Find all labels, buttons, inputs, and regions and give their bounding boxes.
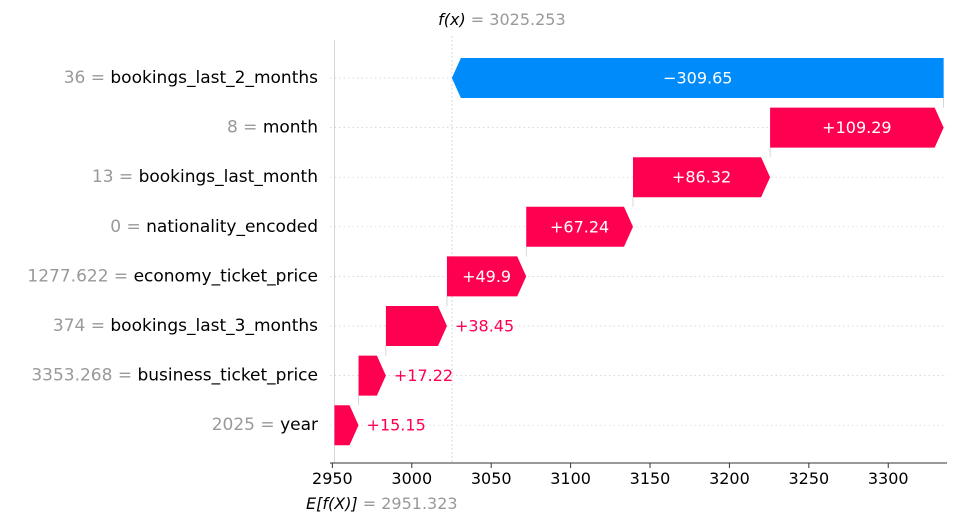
bar-value-label: +67.24: [550, 217, 609, 236]
bar-value-label: +38.45: [455, 317, 514, 336]
feature-name: bookings_last_2_months: [110, 68, 318, 88]
feature-label: 374 = bookings_last_3_months: [53, 316, 318, 336]
feature-value: 13 =: [92, 167, 139, 187]
feature-name: bookings_last_3_months: [110, 316, 318, 336]
feature-label: 1277.622 = economy_ticket_price: [27, 266, 318, 286]
x-axis: 2950 3000 3050 3100 3150 3200 3250 3300: [312, 462, 947, 488]
feature-label: 36 = bookings_last_2_months: [64, 68, 318, 88]
bar: [632, 157, 771, 198]
bar-value-label: +109.29: [822, 118, 891, 137]
feature-labels: 36 = bookings_last_2_months 8 = month 13 =…: [27, 68, 318, 435]
fx-label: f(x): [438, 10, 466, 29]
x-tick-label: 3300: [868, 469, 909, 488]
x-ticks: 2950 3000 3050 3100 3150 3200 3250 3300: [312, 463, 909, 488]
bar-value-label: −309.65: [663, 69, 732, 88]
feature-value: 36 =: [64, 68, 111, 88]
feature-name: nationality_encoded: [146, 217, 318, 237]
x-tick-label: 3000: [391, 469, 432, 488]
bar: [770, 107, 944, 148]
fx-value: 3025.253: [489, 10, 565, 29]
bar-value-label: +49.9: [462, 267, 511, 286]
feature-label: 13 = bookings_last_month: [92, 167, 318, 187]
efx-value: 2951.323: [381, 494, 457, 513]
bar: [451, 58, 944, 98]
efx-annotation: E[f(X)] = 2951.323: [306, 494, 458, 513]
bar: [446, 256, 527, 297]
bar-value-label: +15.15: [367, 416, 426, 435]
feature-label: 3353.268 = business_ticket_price: [31, 366, 318, 386]
feature-value: 3353.268 =: [31, 366, 137, 386]
fx-annotation: f(x) = 3025.253: [438, 10, 566, 29]
feature-name: economy_ticket_price: [134, 266, 318, 286]
bar: [526, 206, 633, 247]
bar: [385, 306, 447, 346]
bar-value-label: +86.32: [672, 168, 731, 187]
x-tick-label: 2950: [312, 469, 353, 488]
feature-label: 8 = month: [227, 118, 318, 138]
feature-value: 0 =: [110, 217, 146, 237]
feature-name: bookings_last_month: [139, 167, 318, 187]
feature-value: 8 =: [227, 118, 263, 138]
bar: [358, 355, 386, 396]
feature-value: 2025 =: [212, 415, 280, 435]
feature-name: year: [280, 415, 318, 435]
feature-name: month: [263, 118, 318, 138]
x-tick-label: 3200: [709, 469, 750, 488]
bars: −309.65 +109.29 +86.32 +67.24 +49.9 +38.45 +17…: [334, 58, 944, 446]
feature-value: 374 =: [53, 316, 111, 336]
x-tick-label: 3050: [471, 469, 512, 488]
feature-label: 2025 = year: [212, 415, 318, 435]
efx-equals: =: [358, 494, 382, 513]
feature-label: 0 = nationality_encoded: [110, 217, 318, 237]
feature-value: 1277.622 =: [27, 266, 133, 286]
x-tick-label: 3150: [630, 469, 671, 488]
bar-value-label: +17.22: [394, 366, 453, 385]
fx-equals: =: [466, 10, 490, 29]
x-tick-label: 3250: [788, 469, 829, 488]
feature-name: business_ticket_price: [137, 366, 318, 386]
x-tick-label: 3100: [550, 469, 591, 488]
bar-connectors: [358, 98, 944, 406]
efx-label: E[f(X)]: [306, 494, 358, 513]
bar: [334, 405, 359, 446]
